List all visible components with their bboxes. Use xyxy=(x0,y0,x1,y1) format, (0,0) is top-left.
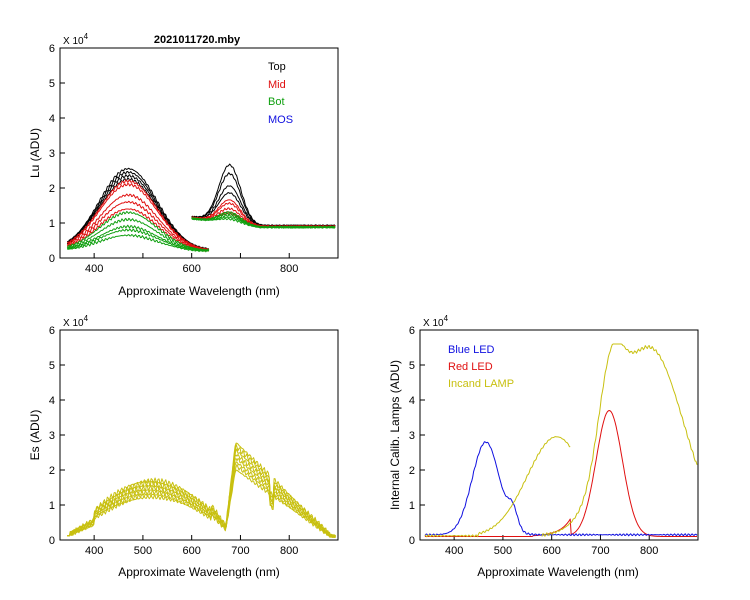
es-multiplier: X 104 xyxy=(63,314,89,329)
lu-ytick-label-2: 2 xyxy=(49,183,55,195)
es-ytick-label-5: 5 xyxy=(49,360,55,372)
lu-multiplier: X 104 xyxy=(63,32,89,47)
es-xtick-label-600: 600 xyxy=(183,545,201,557)
lu-legend-mid: Mid xyxy=(268,79,286,91)
lu-ytick-label-1: 1 xyxy=(49,218,55,230)
lu-line-blue-mid-1 xyxy=(66,182,209,251)
lamps-legend-incand: Incand LAMP xyxy=(448,378,514,390)
es-line-4 xyxy=(67,458,336,538)
es-line-5 xyxy=(67,461,336,538)
lamps-line-blue-led xyxy=(424,441,698,537)
lu-ytick-label-3: 3 xyxy=(49,148,55,160)
lu-ylabel: Lu (ADU) xyxy=(28,128,42,178)
lamps-legend-red: Red LED xyxy=(448,361,493,373)
es-xtick-label-800: 800 xyxy=(280,545,298,557)
lu-line-blue-bot-2 xyxy=(67,224,209,252)
lamps-legend-blue: Blue LED xyxy=(448,344,495,356)
es-xtick-label-700: 700 xyxy=(231,545,249,557)
es-xlabel: Approximate Wavelength (nm) xyxy=(118,565,280,579)
lu-line-red-top-3 xyxy=(191,192,336,228)
es-xtick-label-400: 400 xyxy=(85,545,103,557)
lu-xlabel: Approximate Wavelength (nm) xyxy=(118,284,280,298)
es-ylabel: Es (ADU) xyxy=(28,410,42,461)
lamps-line-incand-2 xyxy=(541,343,698,537)
lamps-series-group xyxy=(424,343,698,538)
lu-line-blue-bot-4 xyxy=(67,234,210,253)
lamps-xtick-label-400: 400 xyxy=(445,545,463,557)
lu-legend-top: Top xyxy=(268,61,286,73)
lamps-xtick-label-600: 600 xyxy=(543,545,561,557)
es-line-3 xyxy=(67,453,336,538)
lu-ytick-label-6: 6 xyxy=(49,43,55,55)
lamps-ytick-label-3: 3 xyxy=(409,430,415,442)
lu-title: 2021011720.mby xyxy=(154,34,241,46)
lamps-xticks: 400 500 600 700 800 xyxy=(445,535,658,557)
lu-xticks: 400 600 800 xyxy=(85,253,298,275)
lu-series-group xyxy=(66,163,336,253)
lu-ytick-label-0: 0 xyxy=(49,253,55,265)
lu-line-blue-bot-0 xyxy=(66,210,210,252)
lu-ytick-label-5: 5 xyxy=(49,78,55,90)
lu-xtick-label-800: 800 xyxy=(280,263,298,275)
lu-ytick-label-4: 4 xyxy=(49,113,55,125)
lamps-ytick-label-6: 6 xyxy=(409,325,415,337)
lu-line-blue-bot-3 xyxy=(66,228,210,252)
es-ytick-label-0: 0 xyxy=(49,535,55,547)
es-series-group xyxy=(67,442,337,538)
es-ytick-label-2: 2 xyxy=(49,465,55,477)
lu-line-blue-mid-2 xyxy=(66,193,210,251)
lamps-xtick-label-500: 500 xyxy=(494,545,512,557)
es-line-7 xyxy=(67,469,336,538)
lu-line-blue-top-1 xyxy=(66,171,209,251)
es-xtick-label-500: 500 xyxy=(134,545,152,557)
es-ytick-label-4: 4 xyxy=(49,395,55,407)
lu-line-red-bot-4 xyxy=(191,217,336,229)
lamps-xlabel: Approximate Wavelength (nm) xyxy=(477,565,639,579)
lu-xtick-label-400: 400 xyxy=(85,263,103,275)
es-ytick-label-1: 1 xyxy=(49,500,55,512)
lamps-xtick-label-700: 700 xyxy=(591,545,609,557)
es-xticks: 400 500 600 700 800 xyxy=(85,535,298,557)
lu-xtick-label-600: 600 xyxy=(183,263,201,275)
lu-legend: Top Mid Bot MOS xyxy=(268,61,293,126)
lamps-ytick-label-0: 0 xyxy=(409,535,415,547)
es-line-0 xyxy=(67,442,336,538)
es-panel: X 104 Approximate Wavelength (nm) Es (AD… xyxy=(28,314,339,579)
lamps-legend: Blue LED Red LED Incand LAMP xyxy=(448,344,514,390)
lamps-ytick-label-1: 1 xyxy=(409,500,415,512)
lu-panel: 2021011720.mby X 104 Approximate Wavelen… xyxy=(28,32,339,298)
lamps-line-red-led xyxy=(424,410,697,537)
lamps-yticks: 0 1 2 3 4 5 6 xyxy=(409,325,425,547)
lamps-panel: X 104 Approximate Wavelength (nm) Intern… xyxy=(388,314,699,579)
es-ytick-label-3: 3 xyxy=(49,430,55,442)
lu-yticks: 0 1 2 3 4 5 6 xyxy=(49,43,65,265)
lu-legend-mos: MOS xyxy=(268,114,293,126)
es-line-2 xyxy=(67,448,336,538)
lamps-ytick-label-5: 5 xyxy=(409,360,415,372)
es-yticks: 0 1 2 3 4 5 6 xyxy=(49,325,65,547)
es-line-1 xyxy=(67,443,337,538)
lu-legend-bot: Bot xyxy=(268,96,285,108)
lamps-xtick-label-800: 800 xyxy=(640,545,658,557)
lamps-ytick-label-2: 2 xyxy=(409,465,415,477)
es-ytick-label-6: 6 xyxy=(49,325,55,337)
lamps-multiplier: X 104 xyxy=(423,314,449,329)
lamps-ylabel: Internal Calib. Lamps (ADU) xyxy=(388,360,402,510)
lamps-line-incand-1 xyxy=(424,436,571,538)
lamps-ytick-label-4: 4 xyxy=(409,395,415,407)
